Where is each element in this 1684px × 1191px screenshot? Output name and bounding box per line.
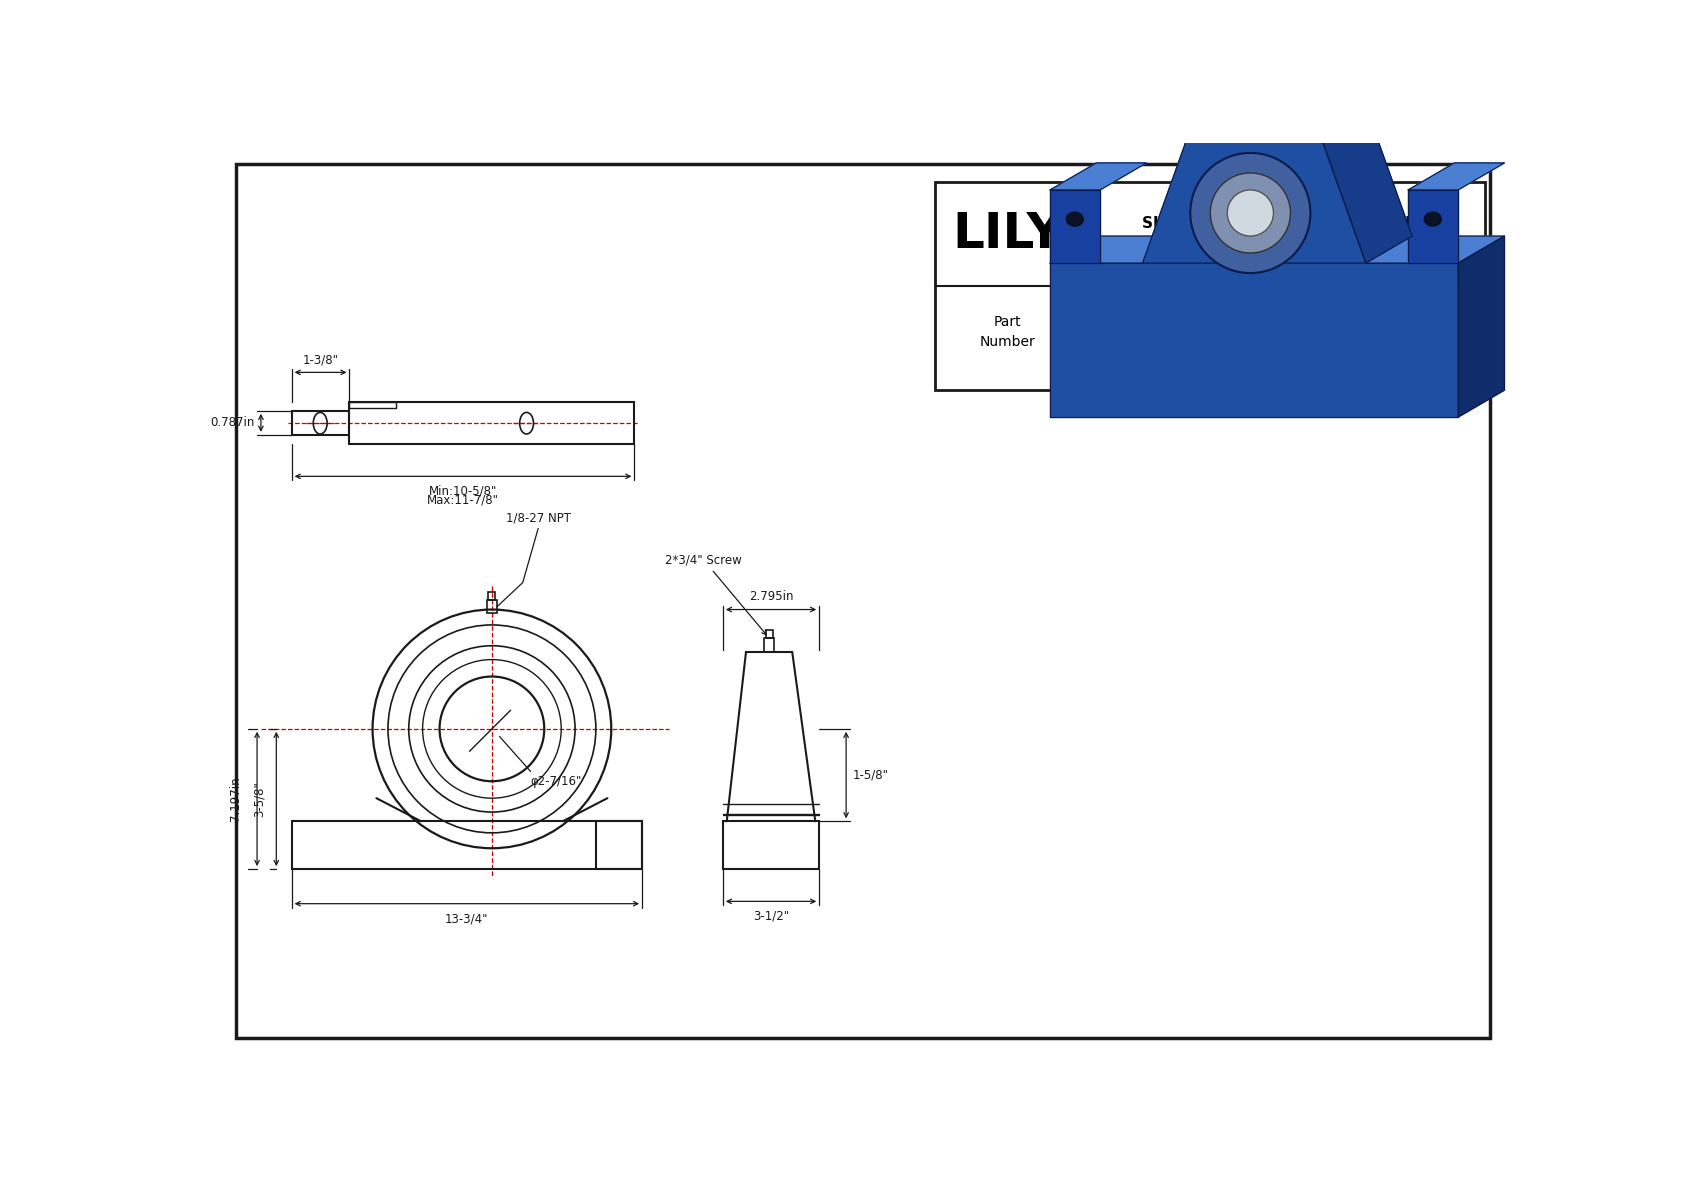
Polygon shape bbox=[1051, 189, 1100, 263]
Ellipse shape bbox=[1425, 212, 1442, 226]
Text: 7.197in: 7.197in bbox=[229, 777, 242, 822]
Circle shape bbox=[1191, 152, 1310, 273]
Text: LILY: LILY bbox=[953, 210, 1063, 258]
Bar bbox=[766, 630, 773, 638]
Bar bbox=[291, 822, 642, 869]
Polygon shape bbox=[1051, 236, 1504, 263]
Text: SHANGHAI LILY BEARING LIMITED: SHANGHAI LILY BEARING LIMITED bbox=[1142, 217, 1428, 231]
Text: φ2-7/16": φ2-7/16" bbox=[530, 775, 581, 788]
Text: 1-3/8": 1-3/8" bbox=[303, 354, 338, 366]
Polygon shape bbox=[1408, 163, 1504, 189]
Polygon shape bbox=[1288, 20, 1413, 263]
Text: Part
Number: Part Number bbox=[980, 316, 1036, 349]
Bar bbox=[488, 592, 495, 599]
Text: Set Screw Locking: Set Screw Locking bbox=[1223, 345, 1349, 360]
Bar bbox=[722, 822, 818, 869]
Bar bbox=[935, 182, 1485, 391]
Ellipse shape bbox=[1066, 212, 1083, 226]
Polygon shape bbox=[1051, 263, 1458, 417]
Polygon shape bbox=[1142, 48, 1366, 263]
Text: 0.787in: 0.787in bbox=[210, 417, 254, 429]
Bar bbox=[765, 638, 775, 651]
Polygon shape bbox=[1458, 236, 1504, 417]
Text: 13-3/4": 13-3/4" bbox=[445, 913, 488, 925]
Text: 3-5/8": 3-5/8" bbox=[253, 781, 266, 817]
Bar bbox=[350, 401, 396, 407]
Text: 3-1/2": 3-1/2" bbox=[753, 909, 790, 922]
Text: 2*3/4" Screw: 2*3/4" Screw bbox=[665, 554, 766, 635]
Text: UCPEU312-39: UCPEU312-39 bbox=[1216, 308, 1354, 326]
Bar bbox=[1251, 30, 1258, 36]
Bar bbox=[596, 822, 642, 869]
Text: 1/8-27 NPT: 1/8-27 NPT bbox=[505, 512, 571, 525]
Text: Max:11-7/8": Max:11-7/8" bbox=[428, 493, 498, 506]
Text: 2.795in: 2.795in bbox=[749, 591, 793, 604]
Bar bbox=[291, 411, 350, 435]
Text: Min:10-5/8": Min:10-5/8" bbox=[429, 484, 497, 497]
Bar bbox=[1250, 36, 1260, 48]
Text: ®: ® bbox=[1051, 212, 1064, 226]
Text: 1-5/8": 1-5/8" bbox=[852, 768, 887, 781]
Bar bbox=[350, 401, 635, 444]
Circle shape bbox=[1228, 189, 1273, 236]
Bar bbox=[487, 599, 497, 613]
Polygon shape bbox=[1051, 163, 1147, 189]
Text: Email: lilybearing@lily-bearing.com: Email: lilybearing@lily-bearing.com bbox=[1174, 252, 1396, 266]
Circle shape bbox=[1211, 173, 1290, 252]
Polygon shape bbox=[1408, 189, 1458, 263]
Polygon shape bbox=[1219, 20, 1335, 48]
